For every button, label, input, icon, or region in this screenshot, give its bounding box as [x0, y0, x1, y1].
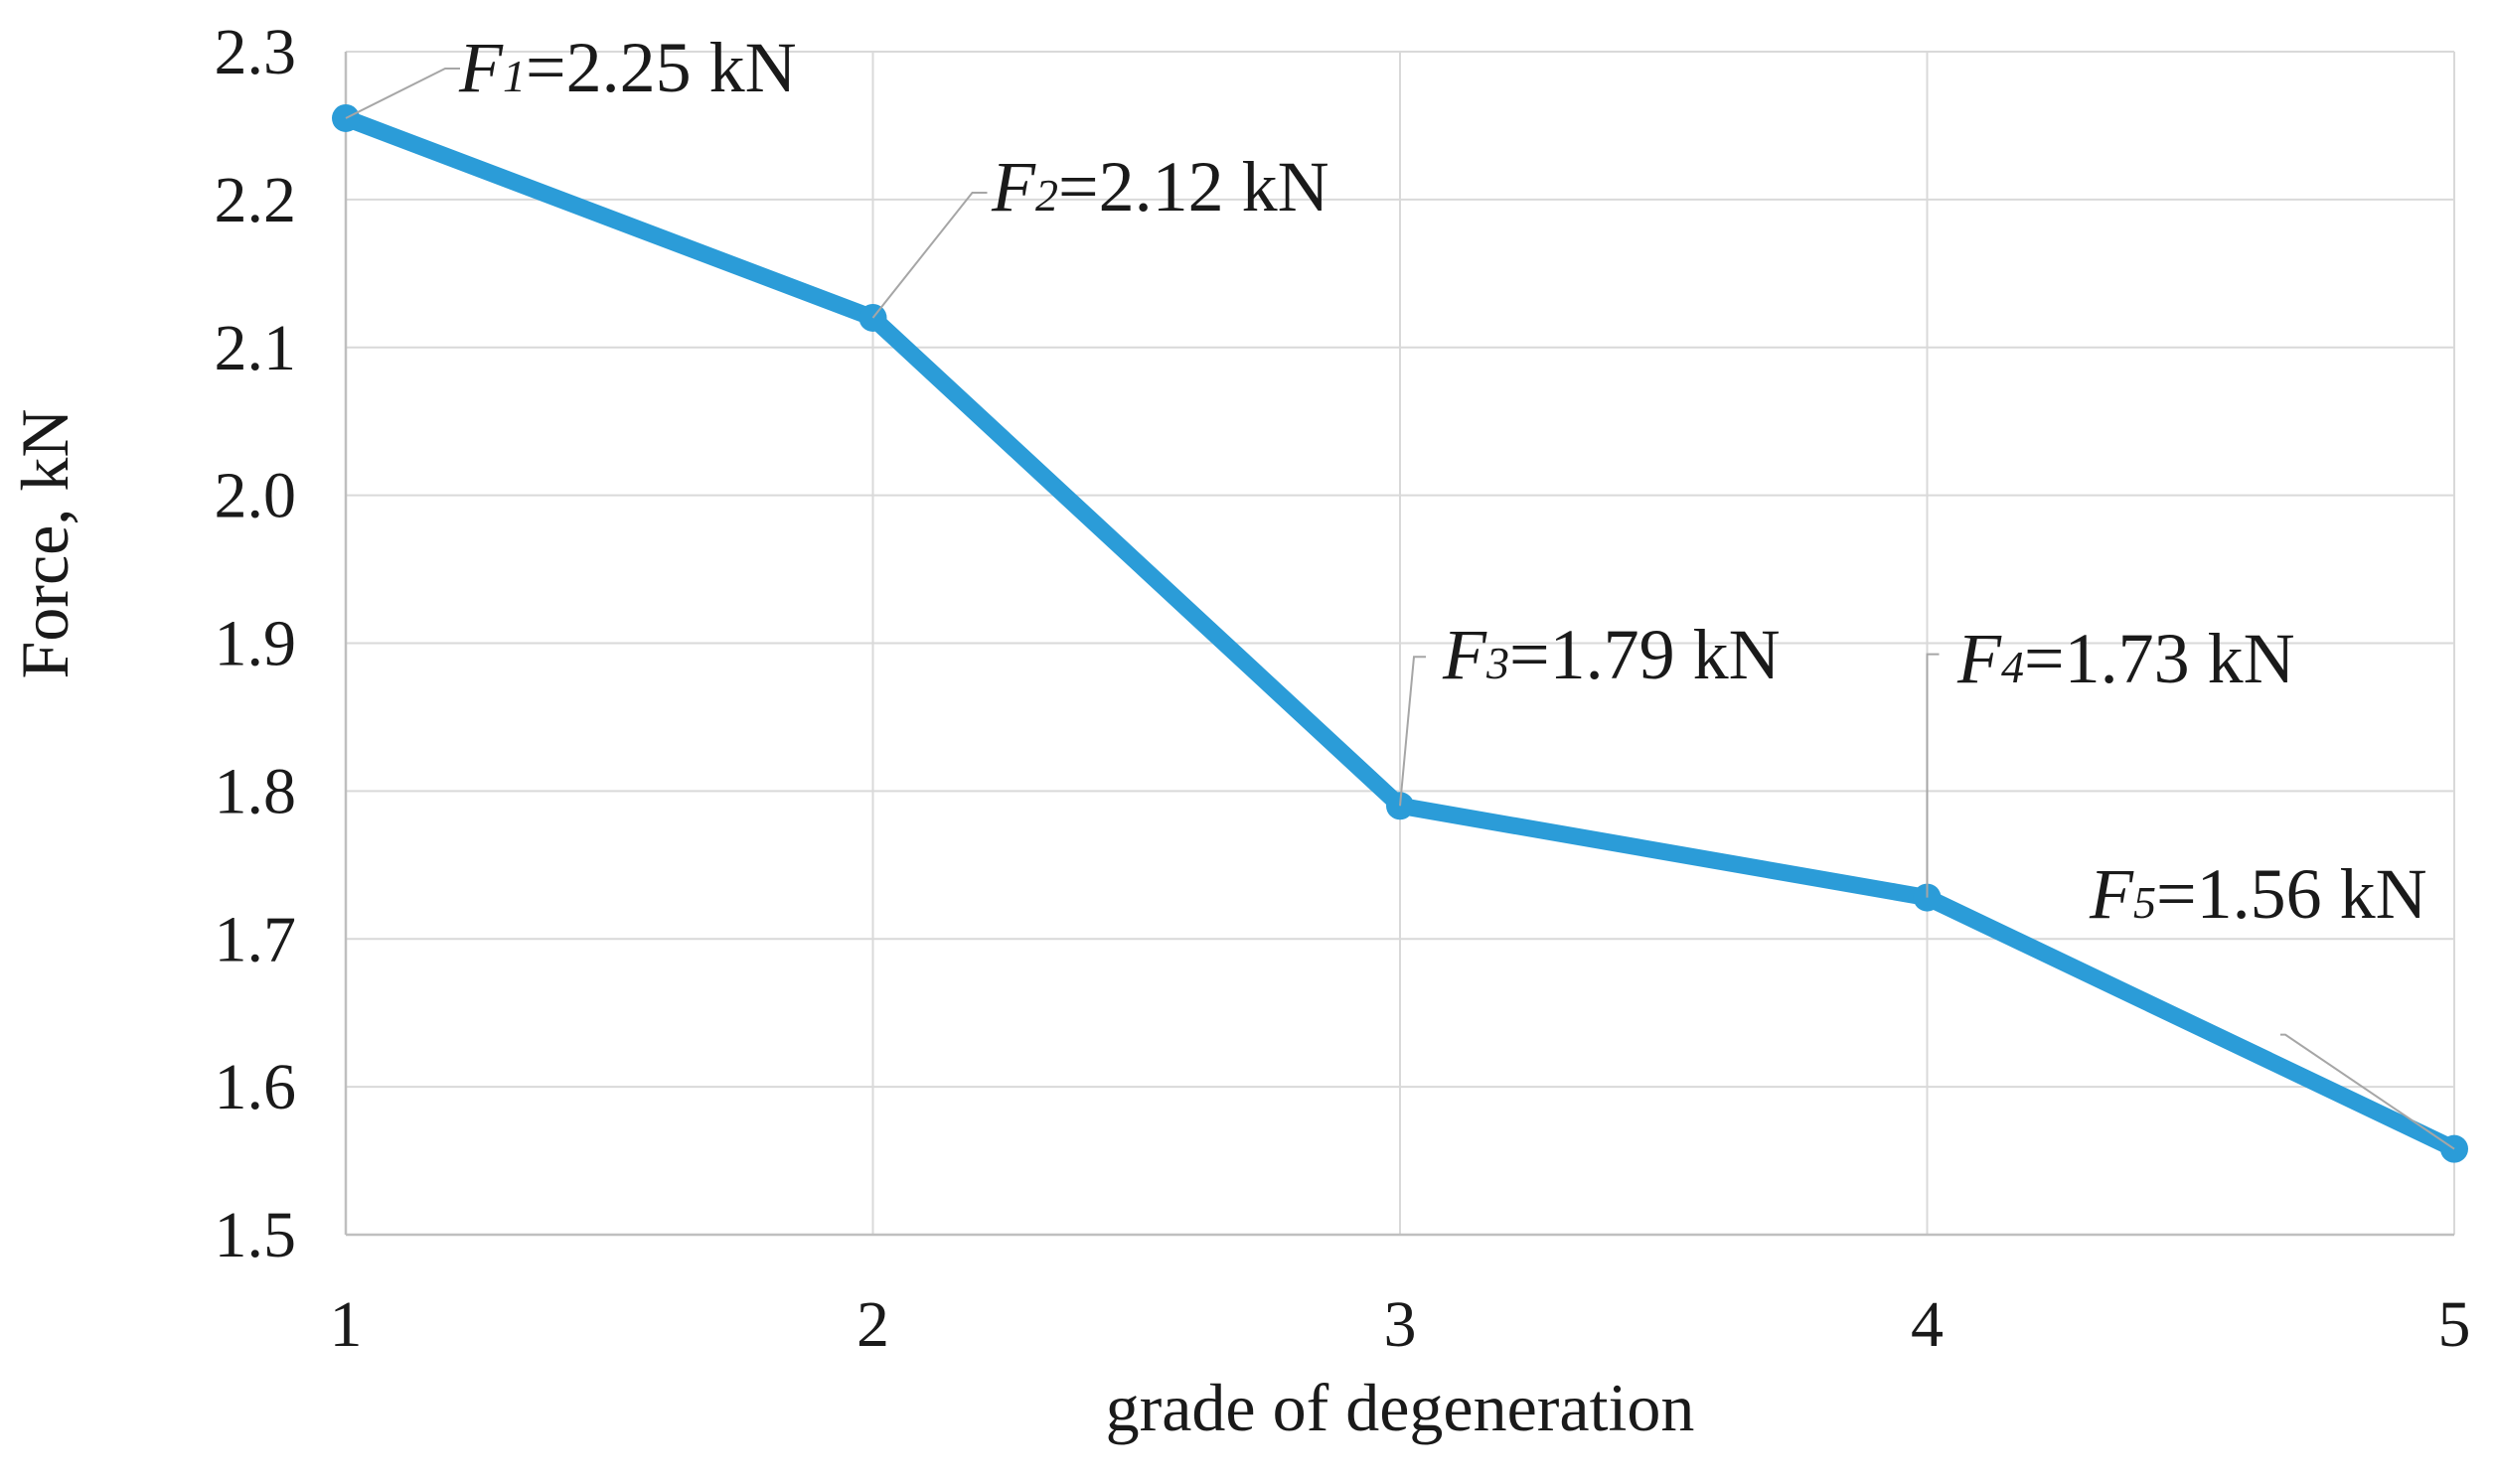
y-tick-label: 2.2 — [215, 164, 297, 236]
data-label-value: =1.56 kN — [2156, 854, 2427, 934]
x-axis-title: grade of degeneration — [1106, 1370, 1695, 1445]
data-label-symbol: F — [458, 28, 504, 107]
data-label: F5=1.56 kN — [2089, 854, 2427, 934]
data-label-value: =1.73 kN — [2024, 619, 2295, 698]
data-label-symbol: F — [1442, 615, 1487, 694]
y-tick-label: 1.6 — [215, 1051, 297, 1123]
tick-labels: 1.5 1.6 1.7 1.8 1.9 2.0 2.1 2.2 2.3 1 2 3 4 5 — [215, 16, 2471, 1361]
data-label-value: =2.12 kN — [1058, 147, 1329, 226]
data-label: F2=2.12 kN — [991, 147, 1329, 226]
leader-line — [1926, 653, 1940, 898]
y-tick-label: 1.8 — [215, 755, 297, 827]
leader-line — [1399, 656, 1426, 807]
x-tick-label: 1 — [330, 1288, 363, 1361]
x-tick-label: 2 — [857, 1288, 889, 1361]
y-tick-label: 1.7 — [215, 903, 297, 975]
leader-line — [345, 67, 460, 119]
data-label-symbol: F — [1956, 619, 2002, 698]
leader-line — [871, 191, 988, 319]
data-label-symbol: F — [2089, 854, 2134, 934]
y-tick-label: 1.5 — [215, 1199, 297, 1271]
data-label-subscript: 4 — [2001, 642, 2024, 692]
leader-line — [2280, 1033, 2455, 1150]
y-axis-title: Force, kN — [7, 409, 82, 679]
data-label-subscript: 5 — [2133, 877, 2156, 928]
axes — [344, 52, 2454, 1237]
data-label-subscript: 2 — [1035, 170, 1058, 221]
data-label-subscript: 1 — [503, 51, 526, 101]
x-tick-label: 3 — [1384, 1288, 1417, 1361]
y-tick-label: 1.9 — [215, 608, 297, 680]
y-tick-label: 2.0 — [215, 460, 297, 532]
data-label: F1=2.25 kN — [458, 28, 797, 107]
x-tick-label: 5 — [2438, 1288, 2471, 1361]
data-label-value: =1.79 kN — [1509, 615, 1781, 694]
grid — [346, 51, 2455, 1235]
data-label: F3=1.79 kN — [1442, 615, 1781, 694]
data-label-value: =2.25 kN — [526, 28, 797, 107]
y-tick-label: 2.3 — [215, 16, 297, 88]
y-tick-label: 2.1 — [215, 312, 297, 384]
data-label: F4=1.73 kN — [1956, 619, 2295, 698]
x-tick-label: 4 — [1911, 1288, 1944, 1361]
data-label-symbol: F — [991, 147, 1036, 226]
data-label-subscript: 3 — [1485, 638, 1509, 688]
